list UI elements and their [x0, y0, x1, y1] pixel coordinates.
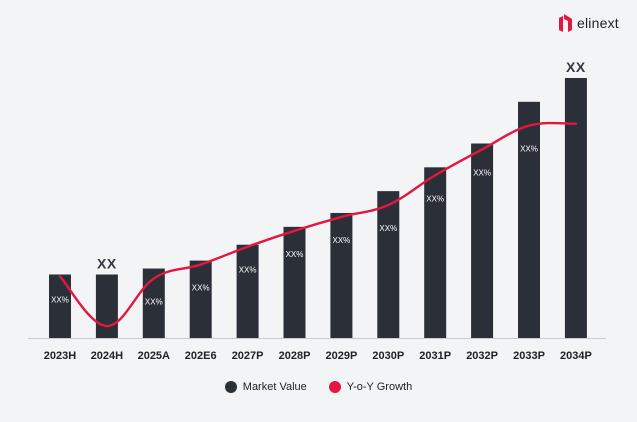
x-tick-label: 2034P: [560, 350, 592, 362]
bar: [49, 274, 71, 338]
bar-value-label: XX%: [473, 168, 491, 177]
chart-legend: Market Value Y-o-Y Growth: [0, 381, 637, 393]
bar: [142, 268, 165, 338]
x-tick-label: 2025A: [138, 350, 170, 362]
legend-swatch-yoy-growth: [328, 381, 341, 393]
legend-swatch-market-value: [224, 381, 237, 393]
bar: [283, 226, 306, 338]
brand-mark-icon: [559, 14, 572, 32]
legend-label-yoy-growth: Y-o-Y Growth: [346, 381, 413, 393]
bar-value-label: XX%: [333, 236, 351, 245]
legend-label-market-value: Market Value: [242, 381, 307, 393]
bar: [564, 78, 587, 338]
bar-value-label: XX%: [145, 297, 163, 306]
bar: [471, 143, 494, 338]
brand-logo: elinext: [559, 14, 619, 32]
x-tick-label: 2024H: [91, 350, 123, 362]
x-tick-label: 2028P: [279, 350, 311, 362]
brand-name: elinext: [577, 15, 619, 31]
bar: [236, 244, 259, 338]
x-tick-label: 2033P: [513, 350, 545, 362]
bar-value-label: XX%: [379, 224, 397, 233]
bar: [377, 191, 400, 338]
x-tick-label: 2031P: [419, 350, 451, 362]
bar: [518, 101, 540, 338]
bar: [330, 212, 353, 338]
bar-value-label: XX%: [192, 284, 210, 293]
x-tick-label: 2032P: [466, 350, 498, 362]
x-tick-label: 2030P: [372, 350, 404, 362]
bar-value-label: XX%: [520, 145, 538, 154]
bar-value-label: XX%: [286, 250, 304, 259]
bar-top-label: XX: [97, 255, 117, 271]
bar-value-label: XX%: [239, 266, 257, 275]
bar: [95, 274, 118, 338]
x-tick-label: 2023H: [44, 350, 76, 362]
x-tick-label: 2029P: [325, 350, 357, 362]
bar: [424, 167, 447, 338]
x-tick-label: 202E6: [185, 350, 217, 362]
bar-value-label: XX%: [51, 295, 69, 304]
growth-line: [58, 121, 578, 328]
legend-item-yoy-growth: Y-o-Y Growth: [328, 381, 413, 393]
x-tick-label: 2027P: [232, 350, 264, 362]
bar: [189, 260, 212, 338]
bar-value-label: XX%: [426, 194, 444, 203]
legend-item-market-value: Market Value: [224, 381, 307, 393]
bar-top-label: XX: [566, 59, 586, 75]
